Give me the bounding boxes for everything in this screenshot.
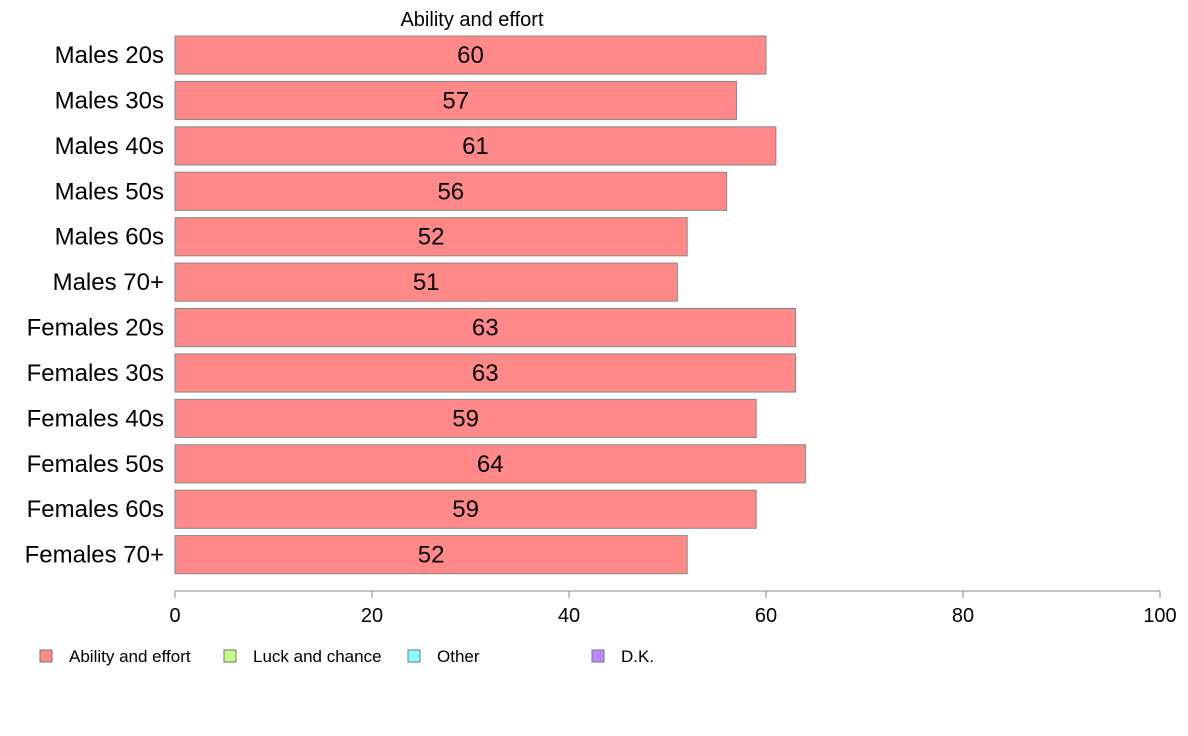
- x-tick-label: 60: [755, 605, 777, 627]
- bar-males-50s: [174, 171, 728, 211]
- value-labels: 60 57 61 56 52 51 63 63 59 64 59 52: [413, 42, 504, 569]
- bars-group: [174, 35, 806, 575]
- bar-females-40s: [174, 398, 757, 438]
- bar-males-60s: [174, 217, 688, 257]
- category-label: Males 50s: [55, 178, 164, 205]
- category-label: Females 60s: [27, 496, 164, 523]
- x-tick-label: 80: [952, 605, 974, 627]
- category-label: Males 70+: [53, 269, 164, 296]
- category-labels: Males 20s Males 30s Males 40s Males 50s Male…: [25, 42, 164, 569]
- legend-swatch-ability-and-effort: [39, 649, 53, 663]
- value-label: 51: [413, 269, 440, 296]
- category-label: Females 50s: [27, 451, 164, 478]
- legend-label-luck-and-chance: Luck and chance: [253, 647, 382, 666]
- value-label: 63: [472, 315, 499, 342]
- chart-title: Ability and effort: [400, 9, 543, 31]
- value-label: 59: [452, 405, 479, 432]
- legend-swatch-other: [407, 649, 421, 663]
- category-label: Females 30s: [27, 360, 164, 387]
- bar-males-40s: [174, 126, 777, 166]
- category-label: Females 40s: [27, 405, 164, 432]
- value-label: 60: [457, 42, 484, 69]
- x-tick-label: 40: [558, 605, 580, 627]
- legend-label-other: Other: [437, 647, 480, 666]
- bar-females-70-: [174, 535, 688, 575]
- legend-label-ability-and-effort: Ability and effort: [69, 647, 191, 666]
- category-label: Males 40s: [55, 133, 164, 160]
- bar-females-60s: [174, 489, 757, 529]
- legend-label-d-k-: D.K.: [621, 647, 654, 666]
- x-tick-label: 20: [361, 605, 383, 627]
- value-label: 61: [462, 133, 489, 160]
- value-label: 52: [418, 224, 445, 251]
- legend-swatch-d-k-: [591, 649, 605, 663]
- bar-females-30s: [174, 353, 797, 393]
- x-tick-label: 100: [1143, 605, 1176, 627]
- category-label: Males 20s: [55, 42, 164, 69]
- value-label: 57: [442, 87, 469, 114]
- value-label: 64: [477, 451, 504, 478]
- bar-males-30s: [174, 80, 737, 121]
- category-label: Males 60s: [55, 224, 164, 251]
- bar-males-20s: [174, 35, 767, 75]
- x-axis: 0 20 40 60 80 100: [169, 590, 1177, 627]
- bar-females-20s: [174, 308, 797, 348]
- value-label: 63: [472, 360, 499, 387]
- x-tick-label: 0: [169, 605, 180, 627]
- category-label: Males 30s: [55, 87, 164, 114]
- category-label: Females 20s: [27, 315, 164, 342]
- bar-females-50s: [174, 444, 806, 484]
- value-label: 56: [437, 178, 464, 205]
- value-label: 52: [418, 542, 445, 569]
- value-label: 59: [452, 496, 479, 523]
- legend: Ability and effort Luck and chance Other D.…: [39, 647, 654, 666]
- legend-swatch-luck-and-chance: [223, 649, 237, 663]
- bar-males-70-: [174, 262, 678, 302]
- category-label: Females 70+: [25, 542, 164, 569]
